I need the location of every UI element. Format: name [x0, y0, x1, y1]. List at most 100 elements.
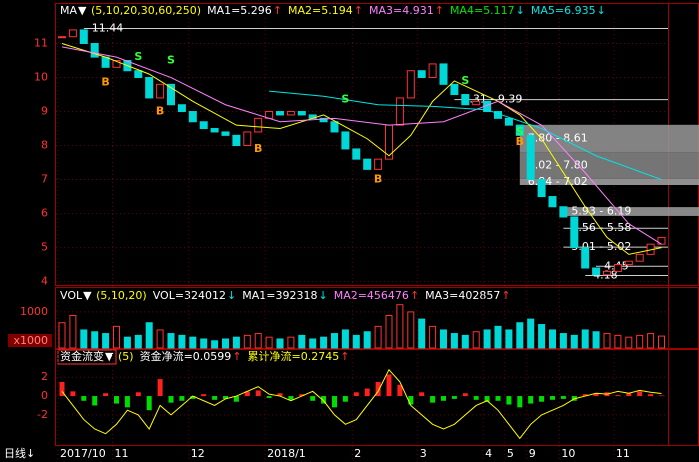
flow-bar	[233, 396, 239, 402]
candle	[417, 70, 426, 79]
signal-s: S	[134, 50, 142, 63]
candle	[352, 148, 361, 160]
x-tick-label: 5	[507, 447, 514, 460]
level-label: 11.44	[92, 22, 124, 35]
candle	[537, 179, 546, 198]
trend-arrow: ↑	[273, 4, 282, 17]
y-tick-label: 11	[34, 37, 48, 50]
volume-bar	[494, 325, 502, 349]
candle	[406, 70, 415, 99]
x-tick-label: 3	[420, 447, 427, 460]
candle	[276, 111, 284, 116]
indicator-value: MA1=392318	[242, 289, 317, 302]
volume-bar	[320, 336, 328, 349]
volume-bar	[625, 336, 633, 349]
volume-bar	[472, 331, 480, 349]
candle	[210, 128, 219, 133]
indicator-params: (5,10,20,30,60,250)	[91, 4, 201, 17]
signal-b: B	[254, 142, 262, 155]
candle	[570, 216, 579, 249]
flow-bar	[299, 394, 305, 397]
y-tick-label: 8	[41, 139, 48, 152]
indicator-value: 累计净流=0.2745	[248, 349, 340, 363]
indicator-params: (5,10,20)	[96, 289, 147, 302]
trend-arrow: ↓	[318, 289, 327, 302]
volume-bar	[483, 329, 491, 349]
volume-bar	[91, 331, 99, 349]
flow-bar	[473, 396, 479, 400]
volume-bar	[570, 334, 578, 349]
flow-bar	[550, 396, 555, 400]
volume-bar	[80, 329, 88, 349]
x-tick-label: 2	[354, 447, 361, 460]
candle	[286, 111, 295, 116]
period-label: 日线↓	[4, 446, 35, 460]
flow-bar	[114, 396, 119, 404]
trend-arrow: ↑	[435, 4, 444, 17]
volume-bar	[341, 329, 349, 349]
candle	[363, 158, 372, 170]
flow-bar	[353, 392, 359, 397]
volume-bar	[254, 333, 262, 349]
flow-bar	[277, 393, 283, 397]
candle	[90, 43, 99, 58]
candle	[603, 270, 611, 276]
trend-arrow: ↓	[597, 4, 606, 17]
flow-bar	[103, 393, 109, 397]
x-tick-label: 9	[529, 447, 536, 460]
y-tick-label: -2	[37, 408, 48, 421]
volume-bar	[396, 304, 404, 349]
candle	[526, 134, 535, 181]
trend-arrow: ↑	[232, 350, 241, 363]
y-tick-label: 1000	[20, 305, 48, 318]
volume-bar	[102, 333, 110, 349]
candle	[374, 158, 383, 170]
candle	[232, 134, 241, 147]
flow-bar	[495, 396, 501, 401]
candle	[395, 97, 404, 126]
candle	[504, 117, 513, 126]
volume-bar	[647, 333, 655, 349]
x-tick-label: 11	[115, 447, 129, 460]
y-tick-label: 9	[41, 105, 48, 118]
flow-bar	[397, 384, 403, 397]
volume-bar	[505, 329, 513, 349]
signal-s: S	[167, 54, 175, 67]
flow-bar	[375, 381, 381, 397]
indicator-name: VOL	[60, 289, 83, 302]
candle	[79, 29, 88, 45]
volume-bar	[385, 315, 393, 349]
flow-bar	[81, 396, 87, 401]
y-tick-label: 7	[41, 173, 48, 186]
volume-bar	[614, 334, 622, 349]
flow-bar	[146, 396, 152, 411]
trend-arrow: ↓	[516, 4, 525, 17]
volume-bar	[123, 336, 131, 349]
volume-bar	[658, 335, 665, 349]
candle	[156, 83, 165, 99]
level-zone	[519, 178, 699, 186]
trend-arrow: ↑	[340, 350, 349, 363]
flow-bar	[462, 393, 468, 397]
x-tick-label: 12	[191, 447, 205, 460]
flow-bar	[321, 396, 327, 404]
flow-bar	[517, 396, 523, 408]
candle	[548, 196, 557, 208]
indicator-value: MA2=5.194	[288, 4, 353, 17]
y-tick-label: 2	[41, 370, 48, 383]
signal-b: B	[374, 173, 382, 186]
flow-bar	[419, 392, 425, 397]
flow-bar	[484, 396, 490, 402]
flow-bar	[92, 396, 98, 406]
x-tick-label: 10	[561, 447, 575, 460]
volume-bar	[418, 318, 426, 349]
volume-bar	[374, 325, 382, 349]
level-zone	[519, 152, 699, 179]
flow-bar	[659, 395, 664, 397]
flow-bar	[560, 396, 566, 399]
volume-bar	[461, 334, 469, 349]
volume-bar	[331, 333, 338, 349]
flow-bar	[59, 381, 65, 397]
flow-bar	[626, 393, 632, 397]
volume-bar	[178, 334, 186, 349]
